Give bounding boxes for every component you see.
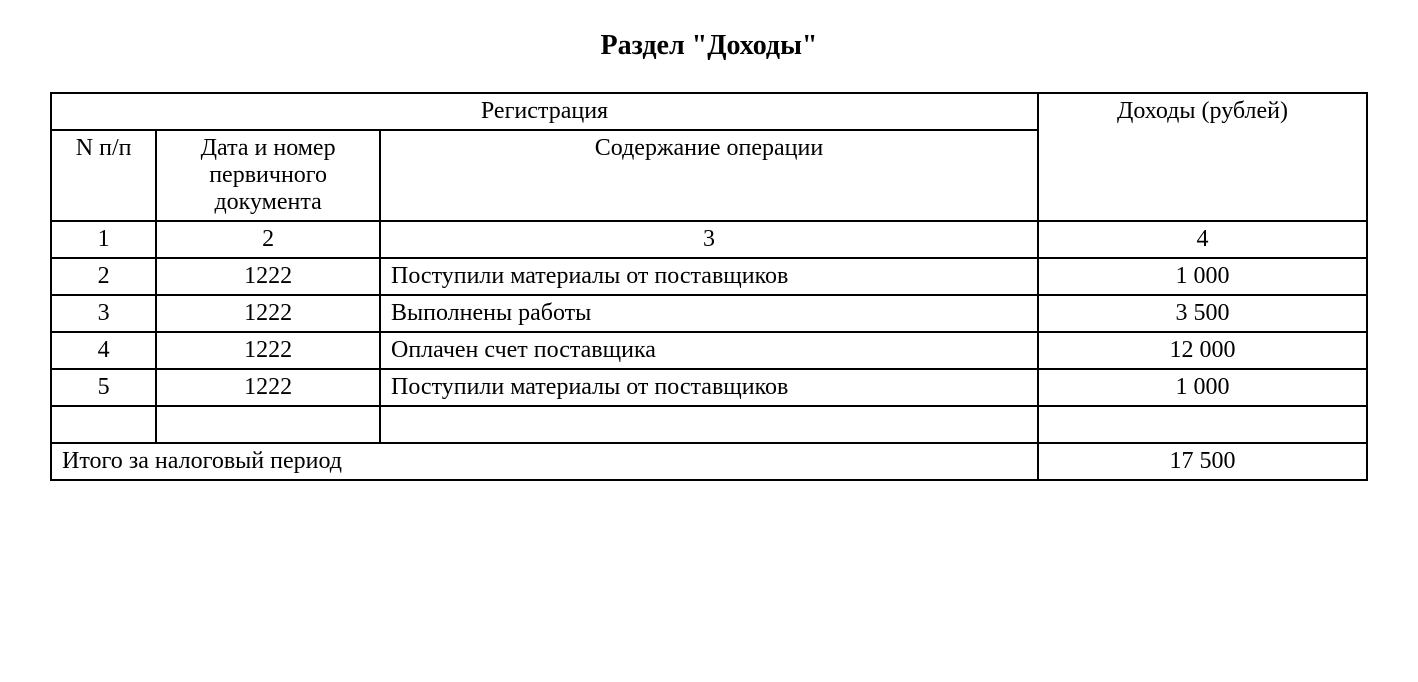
empty-row [51, 406, 1367, 443]
header-col-2: Дата и номер первичного документа [156, 130, 380, 221]
cell-desc: Выполнены работы [380, 295, 1038, 332]
cell-num: 4 [51, 332, 156, 369]
table-row: 2 1222 Поступили материалы от поставщико… [51, 258, 1367, 295]
empty-cell [1038, 406, 1367, 443]
cell-num: 2 [51, 258, 156, 295]
table-row: 5 1222 Поступили материалы от поставщико… [51, 369, 1367, 406]
cell-num: 3 [51, 295, 156, 332]
cell-desc: Поступили материалы от поставщиков [380, 258, 1038, 295]
empty-cell [380, 406, 1038, 443]
total-row: Итого за налоговый период 17 500 [51, 443, 1367, 480]
header-row-1: Регистрация Доходы (рублей) [51, 93, 1367, 130]
colnum-1: 1 [51, 221, 156, 258]
cell-doc: 1222 [156, 295, 380, 332]
table-row: 4 1222 Оплачен счет поставщика 12 000 [51, 332, 1367, 369]
table-row: 3 1222 Выполнены работы 3 500 [51, 295, 1367, 332]
total-label: Итого за налоговый период [51, 443, 1038, 480]
header-col-3: Содержание операции [380, 130, 1038, 221]
section-title: Раздел "Доходы" [50, 30, 1368, 62]
empty-cell [51, 406, 156, 443]
empty-cell [156, 406, 380, 443]
cell-doc: 1222 [156, 258, 380, 295]
cell-num: 5 [51, 369, 156, 406]
colnum-2: 2 [156, 221, 380, 258]
column-number-row: 1 2 3 4 [51, 221, 1367, 258]
income-table: Регистрация Доходы (рублей) N п/п Дата и… [50, 92, 1368, 481]
header-registration: Регистрация [51, 93, 1038, 130]
cell-desc: Оплачен счет поставщика [380, 332, 1038, 369]
colnum-3: 3 [380, 221, 1038, 258]
cell-income: 1 000 [1038, 258, 1367, 295]
header-income: Доходы (рублей) [1038, 93, 1367, 221]
cell-doc: 1222 [156, 369, 380, 406]
cell-income: 1 000 [1038, 369, 1367, 406]
cell-doc: 1222 [156, 332, 380, 369]
total-value: 17 500 [1038, 443, 1367, 480]
cell-desc: Поступили материалы от поставщиков [380, 369, 1038, 406]
colnum-4: 4 [1038, 221, 1367, 258]
cell-income: 3 500 [1038, 295, 1367, 332]
header-col-1: N п/п [51, 130, 156, 221]
cell-income: 12 000 [1038, 332, 1367, 369]
